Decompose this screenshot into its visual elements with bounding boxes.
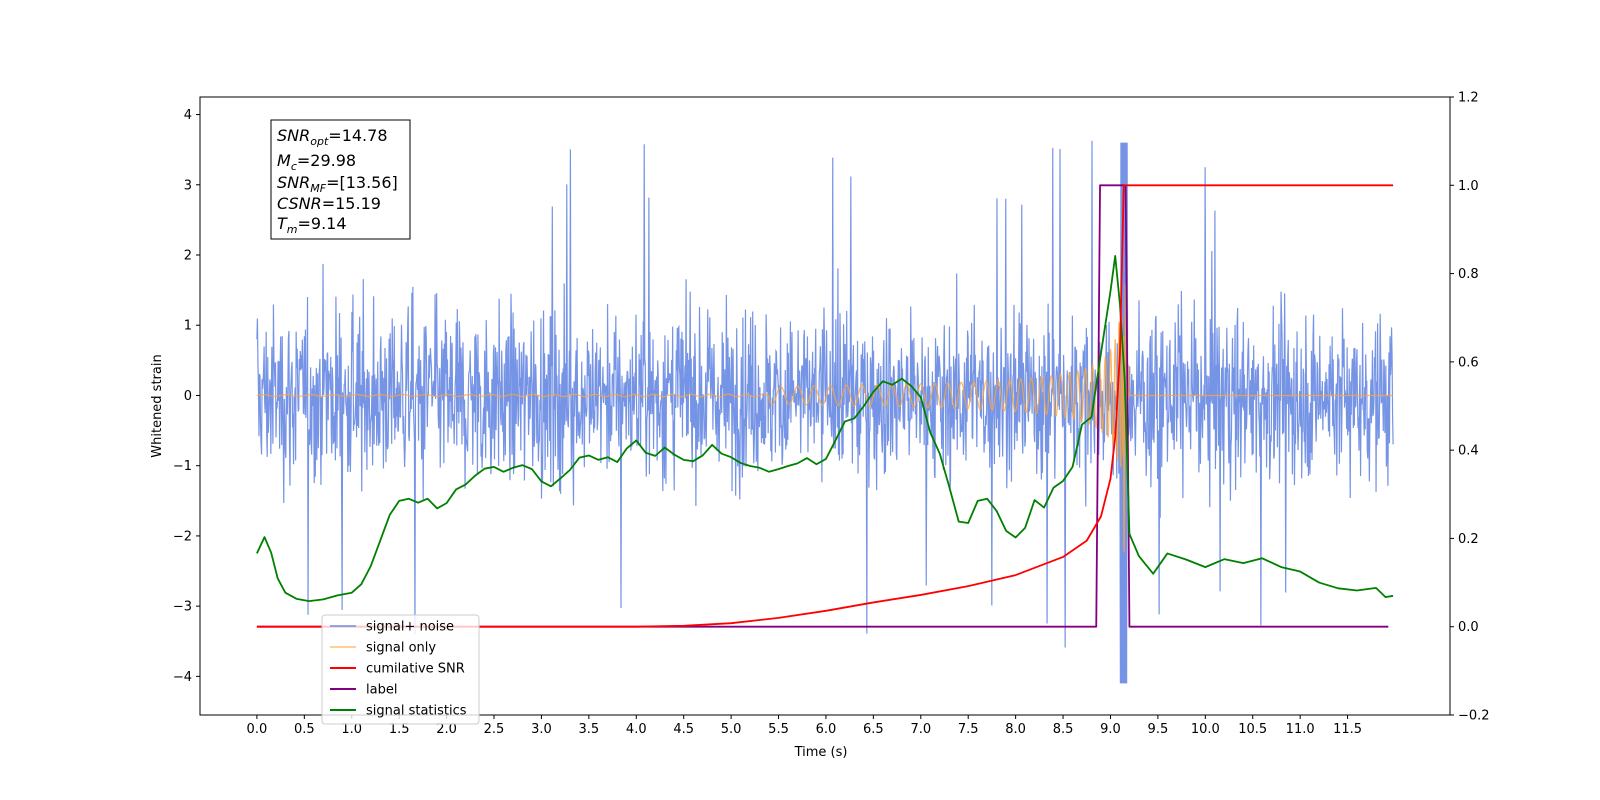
x-axis-label: Time (s)	[794, 745, 848, 760]
legend-label: label	[366, 683, 397, 698]
x-tick-label: 10.5	[1238, 722, 1267, 737]
x-tick-label: 7.5	[958, 722, 979, 737]
y-right-tick-label: 0.0	[1458, 620, 1479, 635]
x-tick-label: 7.0	[910, 722, 931, 737]
x-tick-label: 3.0	[531, 722, 552, 737]
x-tick-label: 1.5	[389, 722, 410, 737]
x-tick-label: 0.5	[294, 722, 315, 737]
x-tick-label: 8.0	[1005, 722, 1026, 737]
plot-area	[256, 140, 1394, 684]
y-right-tick-label: −0.2	[1458, 709, 1490, 724]
x-tick-label: 9.0	[1100, 722, 1121, 737]
info-snr-opt: SNRopt=14.78	[277, 126, 388, 148]
x-tick-label: 8.5	[1053, 722, 1074, 737]
x-tick-label: 3.5	[579, 722, 600, 737]
x-tick-label: 5.5	[768, 722, 789, 737]
legend-frame	[321, 614, 480, 725]
series-signal-noise	[256, 140, 1394, 684]
series-signal-only	[256, 284, 1394, 553]
y-left-tick-label: −3	[173, 600, 192, 615]
x-tick-label: 11.0	[1286, 722, 1315, 737]
x-tick-label: 6.5	[863, 722, 884, 737]
x-tick-label: 6.0	[816, 722, 837, 737]
info-tm: Tm=9.14	[277, 214, 347, 236]
x-tick-label: 2.5	[484, 722, 505, 737]
y-left-tick-label: −2	[173, 529, 192, 544]
x-tick-label: 11.5	[1333, 722, 1362, 737]
x-tick-label: 0.0	[247, 722, 268, 737]
y-left-tick-label: 0	[184, 389, 192, 404]
y-left-tick-label: 2	[184, 249, 192, 264]
y-left-tick-label: −1	[173, 459, 192, 474]
y-left-tick-label: 1	[184, 319, 192, 334]
legend-label: signal+ noise	[366, 620, 454, 635]
axis-ticks: 0.0 0.5 1.0 1.5 2.0 2.5 3.0 3.5 4.0 4.5 5.0 5.5 6.0 6…	[173, 91, 1490, 738]
axes-frame	[199, 96, 1451, 716]
y-right-tick-label: 0.6	[1458, 355, 1479, 370]
y-left-tick-label: −4	[173, 670, 192, 685]
x-tick-label: 4.0	[626, 722, 647, 737]
series-signal-statistics	[256, 255, 1394, 603]
y-right-tick-label: 1.0	[1458, 179, 1479, 194]
x-tick-label: 9.5	[1148, 722, 1169, 737]
y-right-tick-label: 0.4	[1458, 444, 1479, 459]
info-csnr: CSNR=15.19	[277, 194, 381, 213]
y-left-tick-label: 3	[184, 178, 192, 193]
info-snr-mf: SNRMF=[13.56]	[277, 173, 398, 195]
y-right-tick-label: 0.2	[1458, 532, 1479, 547]
x-tick-label: 2.0	[436, 722, 457, 737]
x-tick-label: 10.0	[1191, 722, 1220, 737]
legend-label: signal only	[366, 641, 436, 656]
info-box-frame	[270, 119, 411, 240]
x-tick-label: 4.5	[673, 722, 694, 737]
series-label	[256, 184, 1389, 628]
legend-label: signal statistics	[366, 704, 467, 719]
y-right-tick-label: 0.8	[1458, 267, 1479, 282]
x-tick-label: 5.0	[721, 722, 742, 737]
x-tick-label: 1.0	[341, 722, 362, 737]
info-box: SNRopt=14.78 Mc=29.98 SNRMF=[13.56] CSNR…	[270, 119, 411, 240]
legend: signal+ noise signal only cumilative SNR la…	[321, 614, 480, 725]
legend-label: cumilative SNR	[366, 662, 465, 677]
y-axis-label: Whitened strain	[150, 354, 165, 457]
y-right-tick-label: 1.2	[1458, 91, 1479, 106]
y-left-tick-label: 4	[184, 108, 192, 123]
info-mc: Mc=29.98	[277, 151, 356, 173]
series-cumilative-snr	[256, 184, 1394, 628]
